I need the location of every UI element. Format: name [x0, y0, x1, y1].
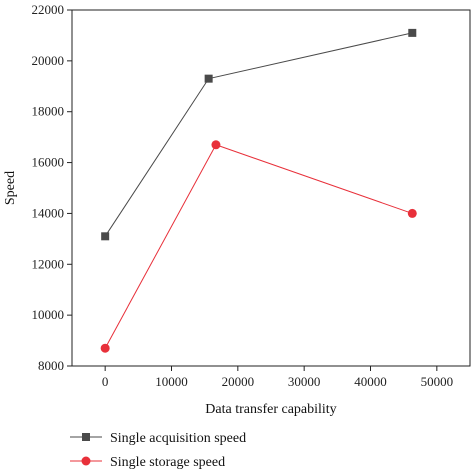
legend-label-1: Single acquisition speed — [110, 431, 246, 446]
data-point-1-2 — [204, 74, 213, 83]
x-axis-title: Data transfer capability — [205, 402, 336, 417]
x-tick-label: 30000 — [288, 374, 321, 389]
y-tick-label: 8000 — [38, 358, 64, 373]
series-layer — [100, 28, 417, 353]
data-point-1-3 — [408, 28, 417, 37]
x-tick-label: 10000 — [155, 374, 188, 389]
y-tick-label: 14000 — [32, 205, 65, 220]
data-point-2-3 — [407, 208, 417, 218]
data-point-1-1 — [101, 232, 110, 241]
data-point-2-1 — [100, 343, 110, 353]
y-tick-label: 22000 — [32, 2, 65, 17]
y-tick-label: 20000 — [32, 53, 65, 68]
x-axis: 0 10000 20000 30000 40000 50000 — [102, 366, 453, 389]
x-tick-label: 40000 — [354, 374, 387, 389]
series-line-1 — [104, 32, 413, 237]
y-tick-label: 12000 — [32, 256, 65, 271]
x-tick-label: 20000 — [222, 374, 255, 389]
y-axis-title: Speed — [3, 171, 18, 205]
plot-frame — [71, 9, 471, 367]
y-tick-label: 16000 — [32, 155, 65, 170]
series-line-2 — [104, 144, 413, 349]
legend-marker-2 — [81, 456, 91, 466]
y-tick-label: 10000 — [32, 307, 65, 322]
x-tick-label: 0 — [102, 374, 109, 389]
legend-label-2: Single storage speed — [110, 455, 225, 470]
y-tick-label: 18000 — [32, 104, 65, 119]
legend: Single acquisition speed Single storage s… — [70, 431, 246, 470]
x-tick-label: 50000 — [421, 374, 454, 389]
data-point-2-2 — [211, 140, 221, 150]
y-axis: 8000 10000 12000 14000 16000 18000 20000 22000 — [32, 2, 72, 373]
legend-marker-1 — [82, 433, 90, 441]
